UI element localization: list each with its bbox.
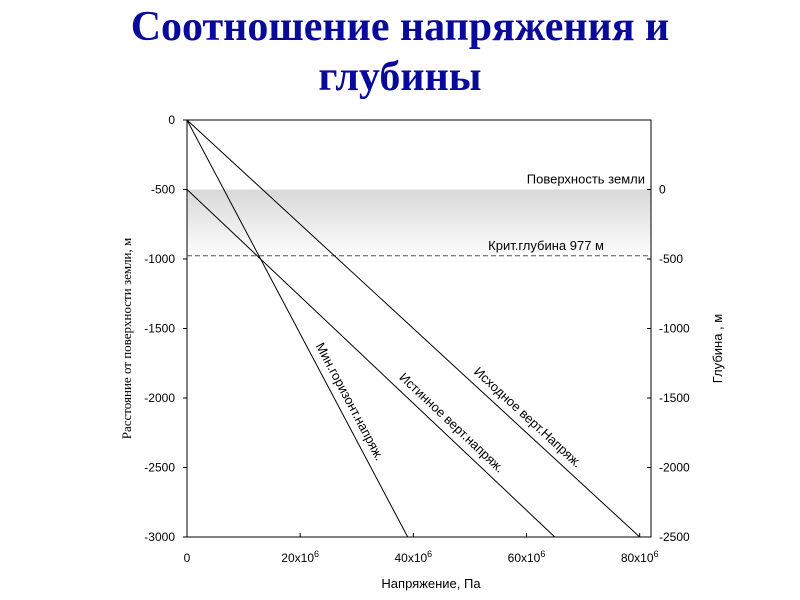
y2-tick-label: 0	[659, 183, 666, 197]
y-tick-label: -1000	[144, 252, 175, 266]
y-tick-label: -500	[151, 183, 175, 197]
title-line-1: Соотношение напряжения и	[130, 4, 670, 50]
y-tick-label: -3000	[144, 530, 175, 544]
x-tick-label: 40x106	[394, 549, 432, 565]
y2-tick-label: -1000	[659, 322, 690, 336]
shaded-zone	[187, 189, 651, 259]
y2-axis-title: Глубина , м	[710, 314, 725, 383]
series-line-3	[186, 119, 409, 538]
x-tick-label: 60x106	[508, 549, 546, 565]
y2-tick-label: -2500	[659, 530, 690, 544]
x-tick-label: 0	[184, 551, 191, 565]
y2-tick-label: -1500	[659, 391, 690, 405]
title-line-2: глубины	[318, 54, 482, 100]
x-tick-label: 80x106	[621, 549, 659, 565]
y2-tick-label: -2000	[659, 461, 690, 475]
y-tick-label: -1500	[144, 322, 175, 336]
chart-title: Соотношение напряжения и глубины	[0, 2, 800, 102]
y-axis-title: Расстояние от поверхности земли, м	[119, 238, 134, 440]
x-tick-label: 20x106	[281, 549, 319, 565]
y2-tick-label: -500	[659, 252, 683, 266]
y-tick-label: -2500	[144, 461, 175, 475]
series-label-3: Мин.горизонт.напряж.	[313, 340, 388, 463]
series-line-1	[186, 119, 641, 538]
y-tick-label: -2000	[144, 391, 175, 405]
series-line-2	[186, 189, 556, 538]
surface-label: Поверхность земли	[527, 172, 645, 187]
x-axis-title: Напряжение, Па	[381, 576, 481, 591]
critical-depth-label: Крит.глубина 977 м	[488, 238, 604, 253]
y-tick-label: 0	[168, 113, 175, 127]
